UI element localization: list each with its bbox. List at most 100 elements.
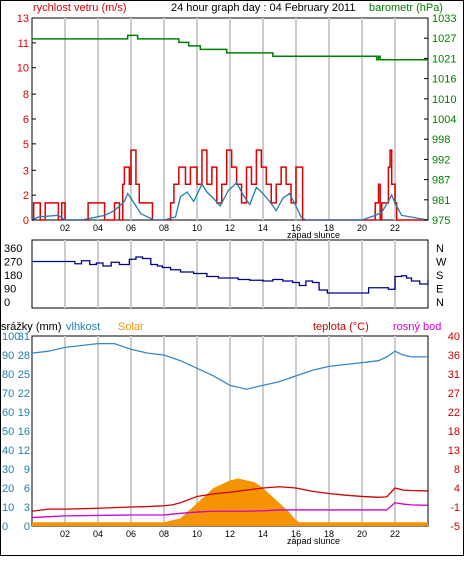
- left-tick-label: 3: [23, 165, 29, 177]
- humidity-tick-label: 30: [2, 464, 14, 476]
- x-tick-label: 02: [60, 529, 70, 539]
- temperature-tick-label: 18: [448, 426, 460, 438]
- x-tick-label: 14: [258, 529, 268, 539]
- left-tick-label: 6: [23, 114, 29, 126]
- humidity-tick-label: 20: [2, 483, 14, 495]
- legend-dew-point: rosný bod: [393, 321, 441, 333]
- right-tick-label: 975: [432, 215, 450, 227]
- rain-tick-label: 0: [24, 521, 30, 533]
- humidity-tick-label: 0: [2, 521, 8, 533]
- rain-humidity-temp-chart: 0102030405060708090100036912161922252831…: [1, 321, 460, 546]
- temperature-tick-label: 27: [448, 388, 460, 400]
- x-tick-label: 10: [192, 529, 202, 539]
- humidity-tick-label: 70: [2, 388, 14, 400]
- x-tick-label: 04: [93, 529, 103, 539]
- rain-tick-label: 12: [18, 445, 30, 457]
- compass-tick-label: E: [436, 284, 443, 296]
- compass-tick-label: S: [436, 270, 443, 282]
- left-axis-label: rychlost vetru (m/s): [33, 2, 127, 14]
- right-tick-label: 1021: [432, 53, 456, 65]
- x-tick-label: 12: [225, 223, 235, 233]
- x-tick-label: 10: [192, 223, 202, 233]
- series-solar: [32, 478, 428, 526]
- series-barometr: [32, 34, 428, 61]
- humidity-tick-label: 100: [2, 331, 20, 343]
- sunset-annotation: západ slunce: [287, 230, 340, 240]
- x-tick-label: 18: [324, 529, 334, 539]
- humidity-tick-label: 10: [2, 502, 14, 514]
- rain-tick-label: 9: [24, 464, 30, 476]
- x-tick-label: 20: [357, 529, 367, 539]
- right-tick-label: 1033: [432, 13, 456, 25]
- right-axis-label: barometr (hPa): [369, 2, 443, 14]
- legend-rain: srážky (mm): [1, 321, 62, 333]
- x-tick-label: 12: [225, 529, 235, 539]
- humidity-tick-label: 90: [2, 350, 14, 362]
- legend-temperature: teplota (°C): [313, 321, 369, 333]
- right-tick-label: 981: [432, 195, 450, 207]
- humidity-tick-label: 60: [2, 407, 14, 419]
- rain-tick-label: 6: [24, 483, 30, 495]
- rain-tick-label: 16: [18, 426, 30, 438]
- x-tick-label: 16: [291, 223, 301, 233]
- temperature-tick-label: 31: [448, 369, 460, 381]
- series-wind-direction: [32, 256, 429, 294]
- x-tick-label: 06: [126, 223, 136, 233]
- x-tick-label: 20: [357, 223, 367, 233]
- series-avg: [31, 181, 429, 221]
- right-tick-label: 1004: [432, 114, 456, 126]
- left-tick-label: 13: [17, 13, 29, 25]
- left-tick-label: 0: [23, 215, 29, 227]
- rain-tick-label: 3: [24, 502, 30, 514]
- chart-title: 24 hour graph day : 04 February 2011: [171, 2, 355, 14]
- left-tick-label: 10: [17, 63, 29, 75]
- humidity-tick-label: 80: [2, 369, 14, 381]
- legend-humidity: vlhkost: [66, 321, 100, 333]
- right-tick-label: 1010: [432, 94, 456, 106]
- x-tick-label: 22: [390, 223, 400, 233]
- direction-tick-label: 360: [4, 243, 22, 255]
- x-tick-label: 22: [390, 529, 400, 539]
- x-tick-label: 18: [324, 223, 334, 233]
- temperature-tick-label: -1: [450, 502, 460, 514]
- x-tick-label: 04: [93, 223, 103, 233]
- x-tick-label: 02: [60, 223, 70, 233]
- direction-tick-label: 0: [4, 297, 10, 309]
- temperature-tick-label: 40: [448, 331, 460, 343]
- right-tick-label: 987: [432, 175, 450, 187]
- direction-tick-label: 270: [4, 257, 22, 269]
- rain-tick-label: 19: [18, 407, 30, 419]
- sunset-annotation-2: západ slunce: [287, 536, 340, 546]
- temperature-tick-label: 8: [454, 464, 460, 476]
- left-tick-label: 5: [23, 139, 29, 151]
- right-tick-label: 998: [432, 134, 450, 146]
- direction-tick-label: 180: [4, 270, 22, 282]
- x-tick-label: 06: [126, 529, 136, 539]
- rain-tick-label: 31: [18, 331, 30, 343]
- direction-tick-label: 90: [4, 284, 16, 296]
- x-tick-label: 16: [291, 529, 301, 539]
- x-tick-label: 14: [258, 223, 268, 233]
- humidity-tick-label: 50: [2, 426, 14, 438]
- left-tick-label: 8: [23, 89, 29, 101]
- series-humidity: [31, 342, 428, 390]
- temperature-tick-label: 4: [454, 483, 460, 495]
- compass-tick-label: N: [436, 243, 444, 255]
- series-temperature: [31, 486, 429, 512]
- temperature-tick-label: -5: [450, 521, 460, 533]
- compass-tick-label: W: [436, 257, 447, 269]
- legend-solar: Solar: [118, 321, 144, 333]
- series-gust: [32, 149, 428, 221]
- temperature-tick-label: 22: [448, 407, 460, 419]
- right-tick-label: 992: [432, 154, 450, 166]
- x-tick-label: 08: [159, 223, 169, 233]
- rain-tick-label: 22: [18, 388, 30, 400]
- temperature-tick-label: 36: [448, 350, 460, 362]
- series-dew-point: [31, 502, 429, 519]
- rain-tick-label: 28: [18, 350, 30, 362]
- right-tick-label: 1016: [432, 74, 456, 86]
- humidity-tick-label: 40: [2, 445, 14, 457]
